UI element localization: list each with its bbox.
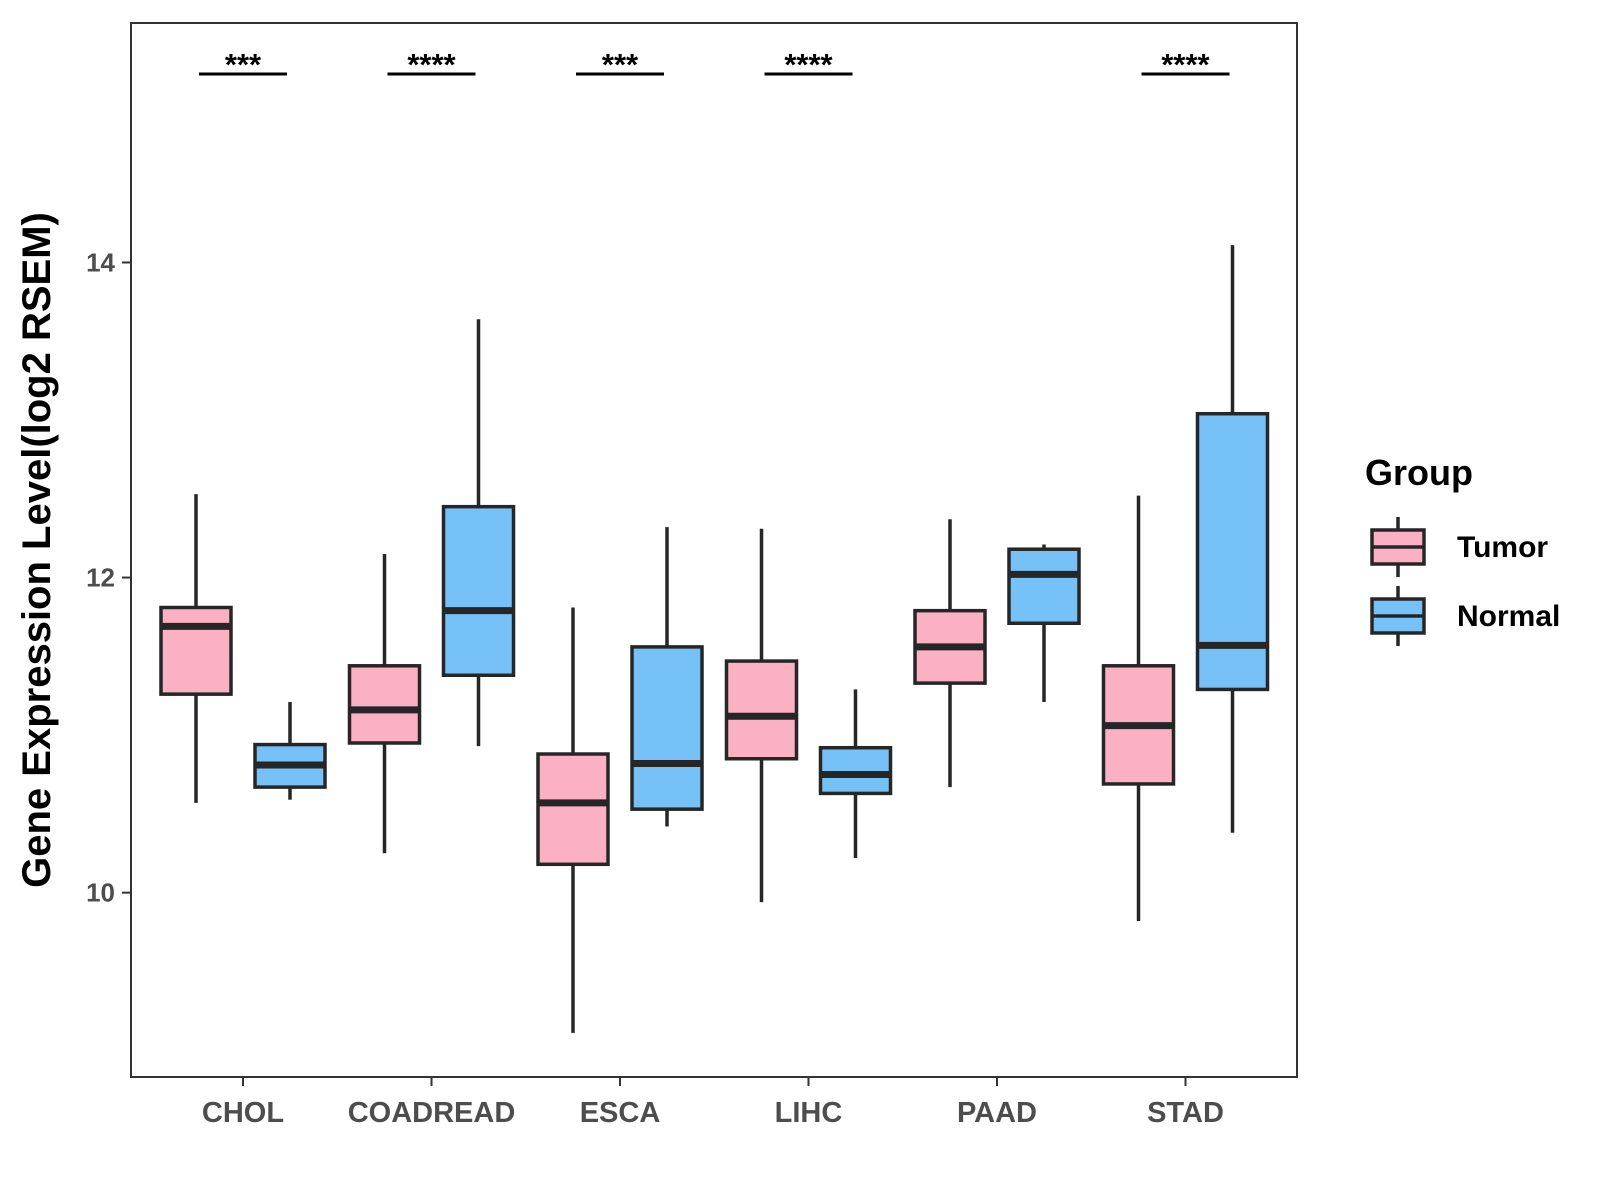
x-tick-label: ESCA bbox=[580, 1097, 661, 1129]
iqr-box bbox=[818, 745, 893, 796]
iqr-box bbox=[630, 645, 704, 811]
x-axis: CHOL COADREAD ESCA LIHC PAAD STAD bbox=[202, 1077, 1224, 1129]
legend-title: Group bbox=[1365, 452, 1473, 493]
y-tick-label: 12 bbox=[86, 563, 115, 593]
box-tumor-coadread bbox=[347, 553, 422, 854]
legend-item-normal: Normal bbox=[1370, 586, 1560, 646]
box-normal-coadread bbox=[441, 319, 516, 747]
significance-label: **** bbox=[407, 47, 456, 82]
legend-label: Normal bbox=[1457, 600, 1560, 633]
x-tick-label: COADREAD bbox=[348, 1097, 516, 1129]
box-tumor-stad bbox=[1101, 495, 1176, 922]
iqr-box bbox=[441, 504, 516, 678]
box-normal-chol bbox=[253, 702, 327, 800]
x-tick-label: PAAD bbox=[957, 1097, 1037, 1129]
x-tick-label: LIHC bbox=[775, 1097, 843, 1129]
significance-label: *** bbox=[602, 47, 639, 82]
box-normal-lihc bbox=[818, 689, 893, 859]
x-tick-label: STAD bbox=[1147, 1097, 1224, 1129]
box-tumor-lihc bbox=[724, 528, 799, 903]
box-normal-stad bbox=[1195, 245, 1270, 833]
x-tick-label: CHOL bbox=[202, 1097, 284, 1129]
boxplot-series bbox=[159, 245, 1270, 1033]
significance-annotations: *** **** *** **** **** bbox=[199, 47, 1230, 82]
legend-item-tumor: Tumor bbox=[1370, 517, 1548, 577]
box-normal-esca bbox=[630, 527, 704, 827]
box-tumor-esca bbox=[536, 607, 610, 1033]
iqr-box bbox=[347, 664, 422, 745]
box-tumor-paad bbox=[913, 519, 987, 788]
y-axis-title: Gene Expression Level(log2 RSEM) bbox=[15, 212, 59, 888]
significance-label: *** bbox=[225, 47, 262, 82]
iqr-box bbox=[159, 605, 233, 696]
plot-panel bbox=[130, 22, 1298, 1078]
box-normal-paad bbox=[1007, 544, 1081, 703]
iqr-box bbox=[536, 752, 610, 867]
iqr-box bbox=[1007, 547, 1081, 626]
box-tumor-chol bbox=[159, 494, 233, 803]
y-tick-label: 10 bbox=[86, 878, 115, 908]
significance-label: **** bbox=[1161, 47, 1210, 82]
iqr-box bbox=[724, 659, 799, 761]
significance-label: **** bbox=[784, 47, 833, 82]
legend-label: Tumor bbox=[1457, 531, 1548, 564]
y-axis: 10 12 14 bbox=[86, 247, 131, 908]
legend: Group Tumor Normal bbox=[1365, 452, 1560, 646]
y-tick-label: 14 bbox=[86, 247, 115, 277]
